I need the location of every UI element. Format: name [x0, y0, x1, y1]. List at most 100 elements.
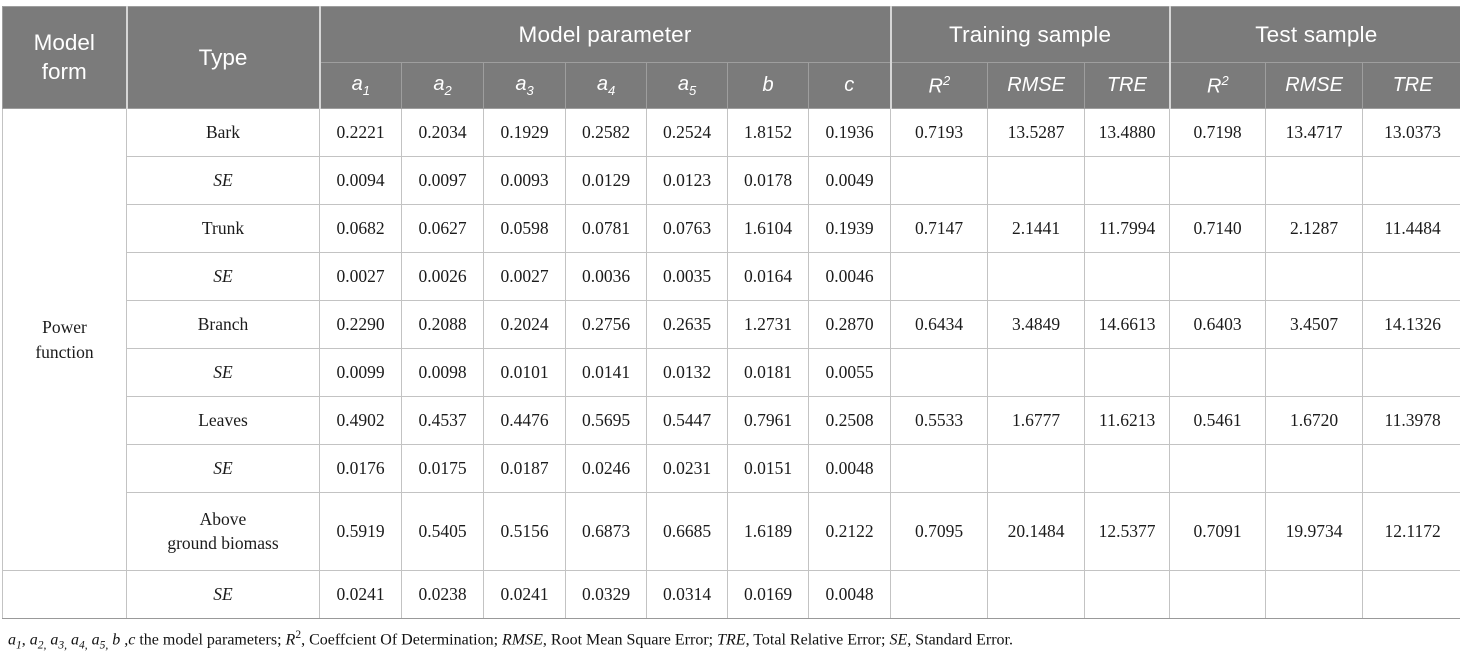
test-cell: 12.1172	[1362, 492, 1460, 571]
model-form-value: Power function	[35, 317, 94, 362]
group-header-model-parameter: Model parameter	[318, 6, 892, 63]
params-cell: 0.2290	[319, 300, 402, 349]
params-cell: 0.5156	[483, 492, 566, 571]
test-cell: 13.0373	[1362, 108, 1460, 157]
model-form-cell: Power function	[2, 108, 127, 571]
type-cell: SE	[126, 570, 320, 619]
footnote-segment: a	[71, 631, 79, 649]
footnote-segment: , Total Relative Error;	[745, 631, 890, 649]
params-cell: 0.0132	[646, 348, 728, 397]
training-cell	[987, 252, 1086, 301]
params-cell: 0.0329	[565, 570, 647, 619]
training-cell: 0.7193	[890, 108, 989, 157]
test-cell	[1265, 570, 1364, 619]
table-row: SE 0.0094 0.0097 0.0093 0.0129 0.0123 0.0178 0.…	[3, 156, 1460, 205]
params-cell: 0.5447	[646, 396, 728, 445]
training-cell	[1084, 252, 1171, 301]
params-cell: 0.6873	[565, 492, 647, 571]
test-cell	[1169, 444, 1267, 493]
test-cell: 3.4507	[1265, 300, 1364, 349]
params-cell: 0.0141	[565, 348, 647, 397]
footnote-segment: 1	[16, 639, 22, 652]
params-cell: 0.7961	[727, 396, 809, 445]
subscript: 5	[688, 83, 697, 98]
params-cell: 0.5695	[565, 396, 647, 445]
col-header-a3: a3	[483, 62, 566, 109]
params-cell: 0.0048	[807, 444, 892, 493]
params-cell: 0.0241	[319, 570, 402, 619]
table-row: SE 0.0241 0.0238 0.0241 0.0329 0.0314 0.0169 0.…	[2, 570, 1460, 619]
params-cell: 0.0598	[483, 204, 566, 253]
params-cell: 0.0049	[807, 156, 892, 205]
footnote-segment: ,	[21, 631, 30, 649]
training-cell	[987, 444, 1086, 493]
test-cell	[1265, 444, 1364, 493]
test-cell	[1362, 444, 1460, 493]
col-header-a4: a4	[565, 62, 647, 109]
footnote-segment: , Root Mean Square Error;	[542, 631, 718, 649]
test-cell	[1265, 252, 1364, 301]
table-footnote: a1, a2, a3, a4, a5, b ,c the model param…	[2, 619, 1458, 653]
params-cell: 0.0246	[565, 444, 647, 493]
params-cell: 0.0048	[807, 570, 892, 619]
training-cell: 11.7994	[1084, 204, 1171, 253]
header-sub-row: a1 a2 a3 a4 a5 b c R2 RMSE TRE R2 RMSE TRE	[3, 62, 1460, 109]
test-cell: 14.1326	[1362, 300, 1460, 349]
training-cell	[1084, 348, 1171, 397]
footnote-segment: ,	[120, 631, 129, 649]
footnote-segment: 2	[295, 629, 302, 641]
footnote-segment: R	[285, 631, 296, 649]
params-cell: 0.0098	[401, 348, 484, 397]
table-row: Branch 0.2290 0.2088 0.2024 0.2756 0.2635 1.27…	[3, 300, 1460, 349]
type-cell: Bark	[126, 108, 320, 157]
footnote-segment: , Standard Error.	[907, 631, 1013, 649]
test-cell: 0.7198	[1169, 108, 1267, 157]
col-header-a5: a5	[646, 62, 728, 109]
test-cell: 11.3978	[1362, 396, 1460, 445]
test-cell	[1265, 156, 1364, 205]
test-cell	[1362, 348, 1460, 397]
params-cell: 0.1936	[807, 108, 892, 157]
params-cell: 0.0175	[401, 444, 484, 493]
type-cell: Above ground biomass	[126, 492, 320, 571]
params-cell: 0.0129	[565, 156, 647, 205]
params-cell: 0.2034	[401, 108, 484, 157]
table-row: SE 0.0176 0.0175 0.0187 0.0246 0.0231 0.0151 0.…	[3, 444, 1460, 493]
training-cell: 11.6213	[1084, 396, 1171, 445]
type-cell: Trunk	[126, 204, 320, 253]
params-cell: 1.2731	[727, 300, 809, 349]
test-cell: 13.4717	[1265, 108, 1364, 157]
col-header-test-r2: R2	[1168, 62, 1267, 109]
params-cell: 0.0027	[319, 252, 402, 301]
params-cell: 0.5405	[401, 492, 484, 571]
test-cell	[1362, 156, 1460, 205]
footnote-segment: a	[8, 631, 16, 649]
test-cell	[1169, 252, 1267, 301]
training-cell: 20.1484	[987, 492, 1086, 571]
params-cell: 0.0036	[565, 252, 647, 301]
table-row: Above ground biomass 0.5919 0.5405 0.5156 0.…	[3, 492, 1460, 571]
footnote-segment: b	[112, 631, 121, 649]
training-cell: 13.5287	[987, 108, 1086, 157]
training-cell: 12.5377	[1084, 492, 1171, 571]
footnote-segment: TRE	[717, 631, 746, 649]
col-header-training-r2: R2	[889, 62, 989, 109]
col-header-c: c	[807, 62, 892, 109]
params-cell: 0.0046	[807, 252, 892, 301]
footnote-segment: a	[50, 631, 59, 649]
training-cell	[987, 570, 1086, 619]
footnote-segment: RMSE	[502, 631, 543, 649]
training-cell: 1.6777	[987, 396, 1086, 445]
params-cell: 0.0314	[646, 570, 728, 619]
footnote-segment: a	[91, 631, 100, 649]
test-cell: 0.7140	[1169, 204, 1267, 253]
training-cell	[890, 570, 989, 619]
params-cell: 0.4476	[483, 396, 566, 445]
params-cell: 1.6189	[727, 492, 809, 571]
training-cell	[987, 156, 1086, 205]
params-cell: 0.4537	[401, 396, 484, 445]
type-cell: SE	[126, 156, 320, 205]
params-cell: 0.5919	[319, 492, 402, 571]
training-cell: 0.7095	[890, 492, 989, 571]
params-cell: 0.2508	[807, 396, 892, 445]
